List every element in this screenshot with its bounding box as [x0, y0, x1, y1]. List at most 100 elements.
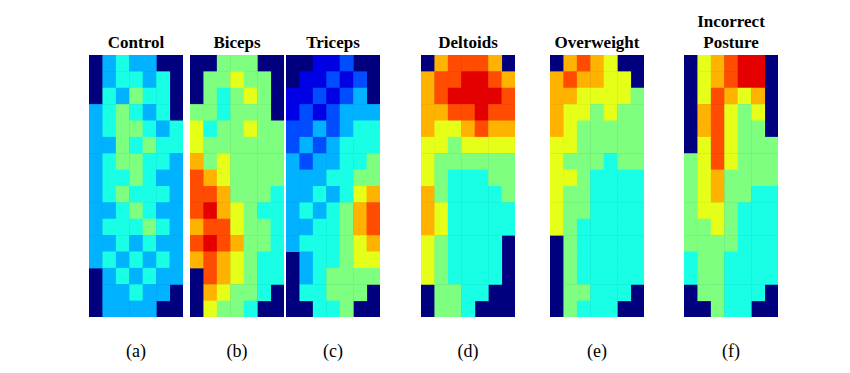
heat-cell	[488, 202, 502, 219]
heat-cell	[102, 268, 116, 285]
heat-cell	[102, 301, 116, 317]
panel-caption: (c)	[323, 341, 343, 362]
heat-cell	[156, 219, 170, 236]
heat-cell	[697, 235, 711, 252]
heat-cell	[367, 170, 380, 187]
heat-cell	[550, 219, 564, 236]
heat-cell	[421, 170, 435, 187]
heat-cell	[724, 137, 738, 154]
heat-cell	[170, 186, 183, 203]
heat-cell	[129, 268, 143, 285]
cells	[684, 55, 778, 317]
heat-cell	[488, 88, 502, 105]
heat-cell	[765, 252, 778, 269]
heat-cell	[244, 235, 258, 252]
heat-cell	[461, 252, 475, 269]
heat-cell	[170, 121, 183, 138]
heat-cell	[448, 55, 462, 72]
heat-cell	[738, 88, 752, 105]
heat-cell	[244, 71, 258, 88]
heat-cell	[448, 71, 462, 88]
heat-cell	[143, 235, 157, 252]
heat-cell	[502, 137, 515, 154]
heat-cell	[244, 153, 258, 170]
heat-cell	[102, 219, 116, 236]
heat-cell	[697, 104, 711, 121]
panel-caption: (b)	[227, 341, 248, 362]
heat-cell	[102, 104, 116, 121]
heat-cell	[590, 170, 604, 187]
heat-cell	[326, 202, 340, 219]
heat-cell	[590, 284, 604, 301]
heat-cell	[102, 235, 116, 252]
heat-cell	[156, 170, 170, 187]
heat-cell	[502, 104, 515, 121]
heat-cell	[421, 252, 435, 269]
heat-cell	[751, 121, 765, 138]
heat-cell	[577, 301, 591, 317]
heat-cell	[129, 219, 143, 236]
cells	[286, 55, 380, 317]
heat-cell	[751, 88, 765, 105]
heat-cell	[563, 121, 577, 138]
heat-cell	[421, 235, 435, 252]
heat-cell	[340, 121, 354, 138]
heat-cell	[461, 55, 475, 72]
heat-cell	[448, 104, 462, 121]
heat-cell	[461, 186, 475, 203]
cells	[550, 55, 644, 317]
heat-cell	[738, 186, 752, 203]
heat-cell	[434, 268, 448, 285]
heat-cell	[257, 252, 271, 269]
heat-cell	[697, 219, 711, 236]
heat-cell	[590, 252, 604, 269]
heat-cell	[313, 186, 327, 203]
heat-cell	[577, 170, 591, 187]
heat-cell	[475, 153, 489, 170]
heat-cell	[89, 137, 103, 154]
heat-cell	[156, 104, 170, 121]
heat-cell	[434, 55, 448, 72]
heat-cell	[286, 137, 300, 154]
heat-cell	[604, 121, 618, 138]
heat-cell	[271, 268, 284, 285]
heat-cell	[340, 284, 354, 301]
panel: Biceps(b)	[190, 33, 285, 362]
heat-cell	[448, 186, 462, 203]
heat-cell	[631, 202, 644, 219]
heat-cell	[617, 186, 631, 203]
heat-cell	[340, 219, 354, 236]
heat-cell	[313, 153, 327, 170]
heat-cell	[590, 104, 604, 121]
heat-cell	[230, 88, 244, 105]
heat-cell	[102, 186, 116, 203]
heat-cell	[617, 170, 631, 187]
heat-cell	[129, 186, 143, 203]
heat-cell	[271, 202, 284, 219]
heat-cell	[367, 219, 380, 236]
heat-cell	[257, 202, 271, 219]
heat-cell	[631, 170, 644, 187]
heat-cell	[751, 202, 765, 219]
heat-cell	[203, 170, 217, 187]
heat-cell	[448, 88, 462, 105]
heat-cell	[217, 219, 231, 236]
heat-cell	[563, 202, 577, 219]
heat-cell	[313, 268, 327, 285]
heat-cell	[502, 186, 515, 203]
heat-cell	[751, 219, 765, 236]
heat-cell	[590, 235, 604, 252]
heat-cell	[502, 121, 515, 138]
heat-cell	[434, 202, 448, 219]
heat-cell	[89, 252, 103, 269]
panel: IncorrectPosture(f)	[684, 12, 779, 362]
heat-cell	[89, 186, 103, 203]
heat-cell	[353, 153, 367, 170]
heat-cell	[244, 55, 258, 72]
heat-cell	[631, 235, 644, 252]
heat-cell	[129, 284, 143, 301]
heat-cell	[604, 153, 618, 170]
heat-cell	[353, 219, 367, 236]
heat-cell	[684, 170, 698, 187]
heat-cell	[590, 55, 604, 72]
